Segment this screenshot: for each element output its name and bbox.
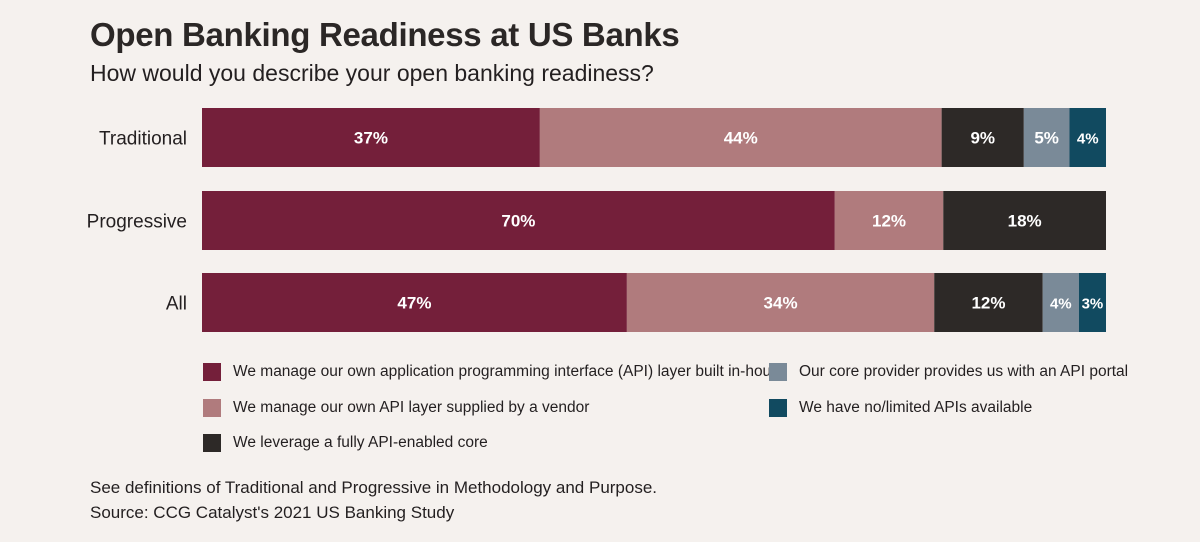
chart-subtitle: How would you describe your open banking… — [90, 60, 654, 86]
bar-all-series-4 — [1042, 273, 1079, 332]
data-label-traditional-series-3: 9% — [970, 129, 995, 148]
data-label-all-series-2: 34% — [764, 294, 798, 313]
legend-swatch-3 — [203, 434, 221, 452]
data-label-all-series-4: 4% — [1050, 296, 1072, 313]
legend-label-2: We manage our own API layer supplied by … — [233, 399, 590, 416]
bar-progressive-series-2 — [834, 191, 944, 250]
bar-all-series-3 — [934, 273, 1043, 332]
category-label-traditional: Traditional — [99, 129, 187, 150]
data-label-traditional-series-2: 44% — [724, 129, 758, 148]
bar-all-series-2 — [626, 273, 935, 332]
legend-item-3: We leverage a fully API-enabled core — [203, 434, 488, 452]
data-label-traditional-series-4: 5% — [1034, 129, 1059, 148]
data-label-progressive-series-3: 18% — [1008, 212, 1042, 231]
bar-progressive-series-3 — [943, 191, 1106, 250]
legend-swatch-2 — [203, 399, 221, 417]
footnote-definitions: See definitions of Traditional and Progr… — [90, 478, 658, 497]
legend-item-4: Our core provider provides us with an AP… — [769, 363, 1128, 381]
legend-label-3: We leverage a fully API-enabled core — [233, 434, 488, 451]
bar-traditional-series-2 — [539, 108, 942, 167]
legend-swatch-5 — [769, 399, 787, 417]
bar-progressive-series-1 — [202, 191, 835, 250]
data-label-traditional-series-1: 37% — [354, 129, 388, 148]
legend-label-5: We have no/limited APIs available — [799, 399, 1033, 416]
bar-all-series-5 — [1078, 273, 1106, 332]
data-label-all-series-5: 3% — [1082, 296, 1104, 313]
data-label-traditional-series-5: 4% — [1077, 131, 1099, 148]
legend-item-5: We have no/limited APIs available — [769, 399, 1032, 417]
data-label-progressive-series-2: 12% — [872, 212, 906, 231]
legend-item-2: We manage our own API layer supplied by … — [203, 399, 589, 417]
data-label-progressive-series-1: 70% — [501, 212, 535, 231]
legend-item-1: We manage our own application programmin… — [203, 363, 788, 381]
footnote-source: Source: CCG Catalyst's 2021 US Banking S… — [90, 503, 455, 522]
bar-traditional-series-3 — [941, 108, 1024, 167]
legend-swatch-1 — [203, 363, 221, 381]
category-label-all: All — [166, 294, 187, 315]
chart-title: Open Banking Readiness at US Banks — [90, 16, 680, 53]
legend-label-4: Our core provider provides us with an AP… — [799, 363, 1129, 380]
category-label-progressive: Progressive — [87, 212, 187, 233]
bar-all-series-1 — [202, 273, 627, 332]
bar-traditional-series-4 — [1023, 108, 1070, 167]
data-label-all-series-3: 12% — [971, 294, 1005, 313]
legend-label-1: We manage our own application programmin… — [233, 363, 788, 380]
data-label-all-series-1: 47% — [397, 294, 431, 313]
legend-swatch-4 — [769, 363, 787, 381]
bar-traditional-series-5 — [1069, 108, 1106, 167]
bar-traditional-series-1 — [202, 108, 540, 167]
